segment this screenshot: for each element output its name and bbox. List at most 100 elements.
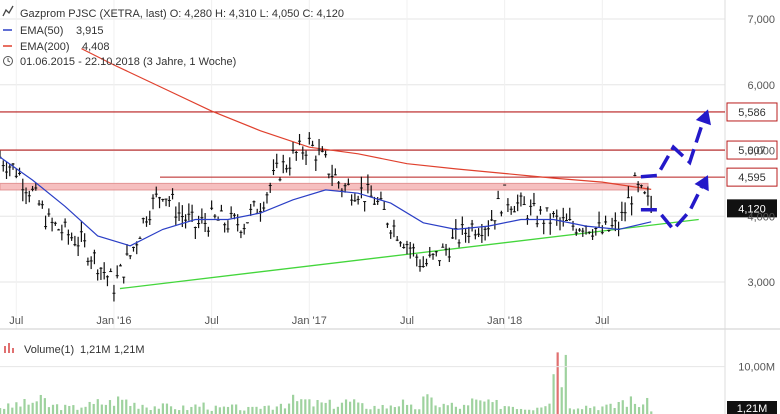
projection-arrow-upper <box>640 111 708 179</box>
volume-bar <box>129 405 132 414</box>
level-label: 5,007 <box>738 145 766 157</box>
volume-bar <box>401 399 405 414</box>
volume-bar <box>218 407 221 414</box>
volume-bar <box>410 404 413 414</box>
level-label: 5,586 <box>738 107 766 119</box>
price-y-axis: 3,000 4,000 5,000 6,000 7,000 <box>747 14 775 289</box>
volume-bar <box>418 409 421 414</box>
volume-bar <box>190 406 193 414</box>
volume-bar <box>629 396 633 414</box>
volume-bar <box>279 403 283 414</box>
volume-bar <box>210 410 213 414</box>
x-tick-label: Jul <box>9 315 23 327</box>
volume-bar <box>80 407 83 414</box>
projection-arrowhead-lower <box>694 175 709 192</box>
volume-bar <box>621 400 624 414</box>
volume-bar <box>426 394 429 414</box>
volume-bar <box>287 403 291 414</box>
volume-bar <box>51 404 55 414</box>
volume-bar <box>84 406 87 414</box>
bar-chart-icon <box>4 343 14 353</box>
volume-bar <box>15 402 18 414</box>
volume-bar <box>487 399 490 414</box>
volume-bar <box>528 409 531 414</box>
ema50-line <box>0 156 652 247</box>
level-label-box <box>726 140 778 160</box>
time-x-axis: Jul Jan '16 Jul Jan '17 Jul Jan '18 Jul <box>9 315 609 327</box>
volume-bar <box>11 407 14 414</box>
volume-bar <box>275 406 278 414</box>
volume-bar <box>178 410 181 414</box>
volume-bar <box>393 407 396 414</box>
volume-bar <box>637 407 641 414</box>
volume-legend-label: Volume(1) <box>24 344 74 356</box>
volume-bar <box>239 410 242 414</box>
volume-bar <box>642 404 645 414</box>
horizontal-levels-layer: 5,586 5,007 4,595 4,120 <box>0 102 778 218</box>
volume-bar <box>324 402 327 414</box>
last-price-label: 4,120 <box>738 203 766 215</box>
volume-bar <box>422 396 425 414</box>
volume-bar <box>560 387 563 414</box>
volume-bar <box>259 408 262 414</box>
volume-bar <box>161 403 164 414</box>
x-tick-label: Jul <box>205 315 219 327</box>
volume-bar <box>450 402 453 414</box>
volume-bar <box>308 399 311 414</box>
volume-bar <box>202 402 205 414</box>
volume-bar <box>100 404 103 414</box>
volume-bar <box>96 399 99 414</box>
volume-bar <box>186 410 189 414</box>
volume-bar <box>247 406 250 414</box>
price-bars-layer <box>0 132 652 302</box>
volume-bar <box>405 404 409 414</box>
volume-bar <box>157 408 160 414</box>
volume-bar <box>536 407 539 414</box>
volume-bar <box>312 406 315 414</box>
volume-bar <box>55 404 59 414</box>
volume-bar <box>552 374 555 414</box>
volume-bar <box>646 397 649 414</box>
legend-ema50-label: EMA(50) <box>20 25 63 37</box>
volume-bar <box>430 397 433 414</box>
volume-bar <box>499 408 502 414</box>
volume-bar <box>226 406 230 414</box>
volume-bar <box>349 401 352 414</box>
volume-bar <box>389 405 392 414</box>
volume-bar <box>153 406 156 414</box>
volume-bar <box>434 405 437 414</box>
y-tick-label: 5,000 <box>747 146 775 158</box>
volume-bar <box>328 399 331 414</box>
volume-bar <box>564 354 567 414</box>
volume-bar <box>609 403 612 414</box>
volume-bar <box>336 406 339 414</box>
volume-bar <box>117 396 120 414</box>
volume-bar <box>625 406 628 414</box>
volume-bar <box>112 405 116 414</box>
volume-bar <box>72 405 75 414</box>
volume-bar <box>320 402 323 414</box>
volume-bar <box>650 411 653 414</box>
volume-bar <box>133 402 136 414</box>
volume-bar <box>344 399 348 414</box>
volume-bar <box>60 410 63 414</box>
volume-bar <box>251 406 254 414</box>
volume-legend: Volume(1) 1,21M 1,21M <box>4 343 145 356</box>
volume-bar <box>572 409 576 414</box>
volume-bar <box>165 403 169 414</box>
volume-bar <box>385 408 388 414</box>
volume-bar <box>438 407 441 414</box>
volume-bar <box>548 403 551 414</box>
volume-last-box <box>727 401 777 414</box>
volume-bar <box>292 394 295 414</box>
volume-bar <box>483 401 486 414</box>
volume-bar <box>7 403 10 414</box>
y-tick-label: 4,000 <box>747 211 775 223</box>
volume-bar <box>597 410 600 414</box>
volume-bar <box>300 399 303 414</box>
volume-bar <box>471 398 474 414</box>
legend-title: Gazprom PJSC (XETRA, last) O: 4,280 H: 4… <box>20 8 344 20</box>
y-tick-label: 7,000 <box>747 14 775 26</box>
volume-bar <box>206 409 209 414</box>
